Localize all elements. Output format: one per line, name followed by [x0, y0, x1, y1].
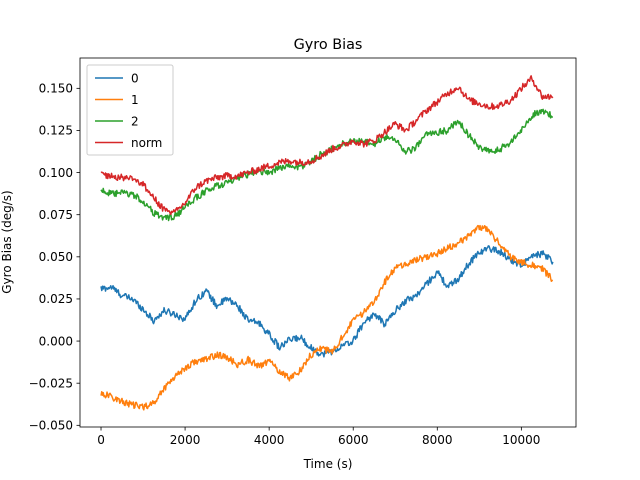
y-tick-label: 0.075	[39, 208, 73, 222]
y-tick-label: −0.025	[29, 376, 73, 390]
y-tick-label: 0.100	[39, 166, 73, 180]
x-tick-label: 4000	[254, 433, 285, 447]
legend-label-2: 2	[131, 114, 139, 128]
legend: 0 1 2 norm	[86, 64, 174, 156]
x-axis-title: Time (s)	[303, 457, 353, 471]
series-line-norm	[100, 75, 554, 216]
legend-label-0: 0	[131, 71, 139, 85]
plot-area: 0 2000 4000 6000 8000 10000 −0.050 −0.025 0.000 0…	[29, 57, 577, 447]
y-tick-label: 0.050	[39, 250, 73, 264]
series-line-1	[100, 224, 553, 411]
y-tick-label: −0.050	[29, 419, 73, 433]
x-tick-label: 8000	[422, 433, 453, 447]
x-tick-label: 0	[97, 433, 105, 447]
y-tick-label: 0.025	[39, 292, 73, 306]
axes-frame	[79, 57, 577, 428]
chart-title: Gyro Bias	[294, 37, 363, 53]
y-tick-label: 0.000	[39, 334, 73, 348]
y-tick-label: 0.125	[39, 124, 73, 138]
legend-label-1: 1	[131, 93, 139, 107]
y-axis-title: Gyro Bias (deg/s)	[0, 190, 14, 294]
legend-label-norm: norm	[131, 136, 162, 150]
x-tick-label: 10000	[502, 433, 540, 447]
y-tick-label: 0.150	[39, 82, 73, 96]
x-tick-label: 2000	[170, 433, 201, 447]
x-tick-label: 6000	[338, 433, 369, 447]
legend-box	[86, 64, 174, 156]
series-line-0	[100, 245, 554, 358]
